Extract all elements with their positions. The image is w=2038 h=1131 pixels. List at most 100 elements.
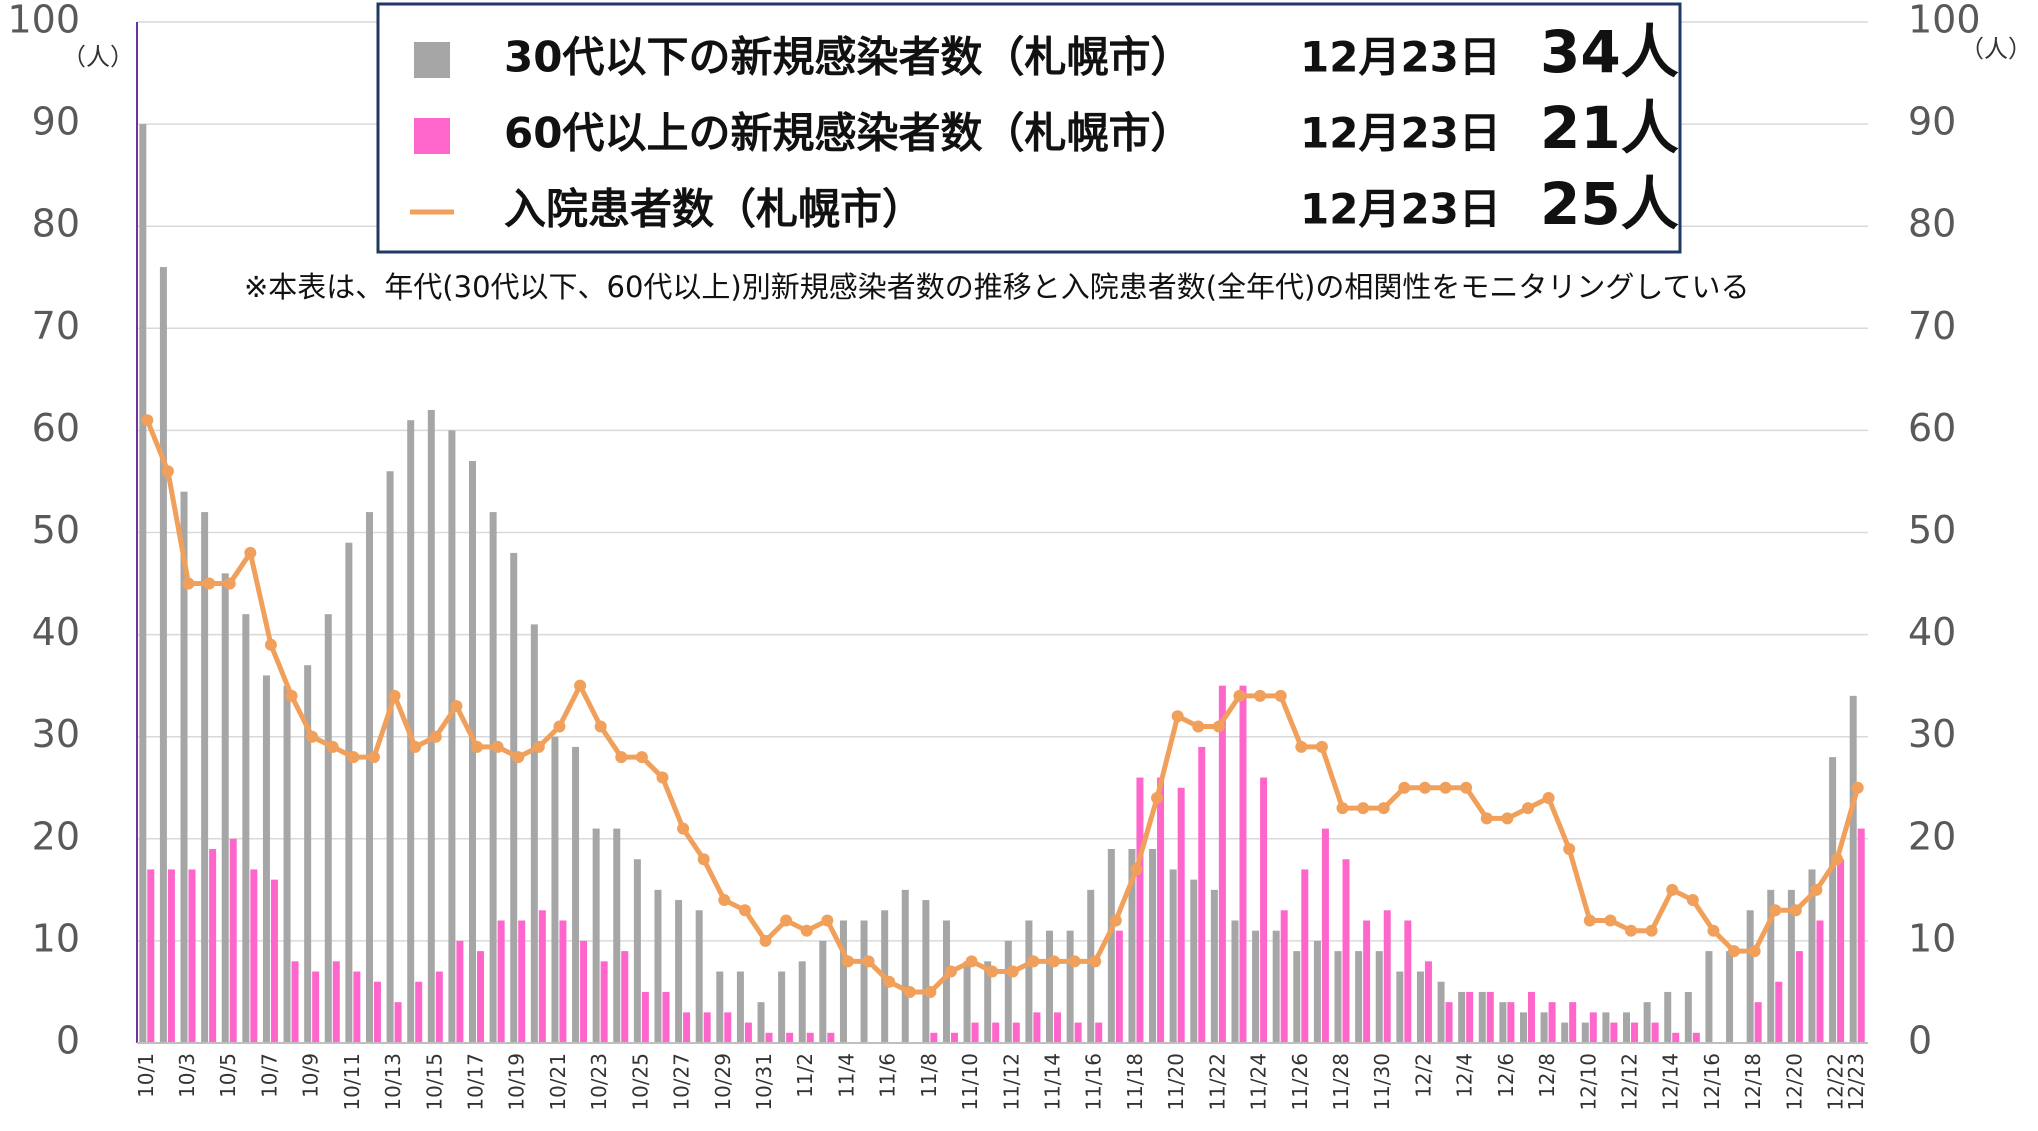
bar: [1025, 920, 1033, 1043]
bar: [448, 430, 456, 1043]
bar: [456, 940, 464, 1043]
bar: [283, 685, 291, 1043]
line-marker: [182, 577, 195, 590]
bar: [1631, 1022, 1639, 1043]
bar: [1507, 1002, 1515, 1043]
bar: [798, 961, 806, 1043]
bar: [270, 879, 278, 1043]
line-marker: [491, 740, 504, 753]
legend-date: 12月23日: [1300, 185, 1501, 234]
line-marker: [1686, 894, 1699, 907]
line-marker: [1315, 740, 1328, 753]
x-tick-label: 11/26: [1288, 1053, 1312, 1111]
bar: [778, 971, 786, 1043]
line-marker: [800, 924, 813, 937]
bar: [992, 1022, 1000, 1043]
x-tick-label: 11/24: [1247, 1053, 1271, 1111]
bar: [1321, 828, 1329, 1043]
line-marker: [677, 822, 690, 835]
bar: [1849, 695, 1857, 1043]
x-tick-label: 12/23: [1844, 1053, 1868, 1111]
line-marker: [594, 720, 607, 733]
bar: [1466, 991, 1474, 1043]
x-tick-label: 11/16: [1082, 1053, 1106, 1111]
bar: [530, 624, 538, 1043]
bar: [654, 889, 662, 1043]
line-marker: [1357, 802, 1370, 815]
x-tick-label: 11/18: [1123, 1053, 1147, 1111]
y-tick-label: 60: [32, 406, 80, 450]
bar: [373, 981, 381, 1043]
bar: [1334, 951, 1342, 1043]
x-tick-label: 12/8: [1535, 1053, 1559, 1098]
x-tick-label: 10/11: [340, 1053, 364, 1111]
line-marker: [1604, 914, 1617, 927]
line-marker: [718, 894, 731, 907]
y-tick-label: 50: [32, 508, 80, 552]
bar: [662, 991, 670, 1043]
y-tick-label: 80: [32, 202, 80, 246]
line-marker: [1377, 802, 1390, 815]
bar: [621, 951, 629, 1043]
bar: [580, 940, 588, 1043]
bar: [703, 1012, 711, 1043]
bar: [1260, 777, 1268, 1043]
bar: [839, 920, 847, 1043]
bar: [1396, 971, 1404, 1043]
legend: 30代以下の新規感染者数（札幌市） 12月23日 34人 60代以上の新規感染者数（札…: [410, 18, 1679, 238]
bar: [765, 1032, 773, 1043]
bar: [469, 461, 477, 1043]
bar: [559, 920, 567, 1043]
bar: [1128, 849, 1136, 1043]
line-marker: [1666, 883, 1679, 896]
line-marker: [1501, 812, 1514, 825]
bar: [1404, 920, 1412, 1043]
bar: [427, 409, 435, 1044]
bar: [518, 920, 526, 1043]
line-marker: [1521, 802, 1534, 815]
bar: [1548, 1002, 1556, 1043]
bar: [1808, 869, 1816, 1043]
bar: [353, 971, 361, 1043]
x-tick-label: 11/14: [1041, 1053, 1065, 1111]
bar: [592, 828, 600, 1043]
line-marker: [1625, 924, 1638, 937]
bar: [971, 1022, 979, 1043]
line-marker: [203, 577, 216, 590]
line-marker: [903, 985, 916, 998]
line-marker: [1274, 689, 1287, 702]
bar: [819, 940, 827, 1043]
line-marker: [1583, 914, 1596, 927]
x-tick-label: 10/25: [628, 1053, 652, 1111]
bar: [930, 1032, 938, 1043]
y2-tick-label: 40: [1908, 610, 1956, 654]
bar: [1342, 859, 1350, 1043]
line-marker: [306, 730, 319, 743]
legend-box: [376, 2, 1682, 254]
bar: [1569, 1002, 1577, 1043]
bar: [1837, 859, 1845, 1043]
bar: [229, 838, 237, 1043]
marks: [139, 124, 1865, 1044]
y-tick-label: 40: [32, 610, 80, 654]
bar: [1198, 746, 1206, 1043]
bar: [1190, 879, 1198, 1043]
line-marker: [1728, 945, 1741, 958]
bar: [744, 1022, 752, 1043]
line-marker: [1480, 812, 1493, 825]
bar: [1602, 1012, 1610, 1043]
bar: [1252, 930, 1260, 1043]
bar: [1301, 869, 1309, 1043]
y2-tick-label: 70: [1908, 304, 1956, 348]
y2-tick-label: 90: [1908, 100, 1956, 144]
bar: [1499, 1002, 1507, 1043]
bar: [147, 869, 155, 1043]
bar: [159, 267, 167, 1043]
x-tick-label: 11/30: [1370, 1053, 1394, 1111]
y2-unit: （人）: [1960, 35, 2032, 63]
line-marker: [1460, 781, 1473, 794]
bar: [1726, 951, 1734, 1043]
bar: [1210, 889, 1218, 1043]
bar: [510, 552, 518, 1043]
bar: [984, 961, 992, 1043]
